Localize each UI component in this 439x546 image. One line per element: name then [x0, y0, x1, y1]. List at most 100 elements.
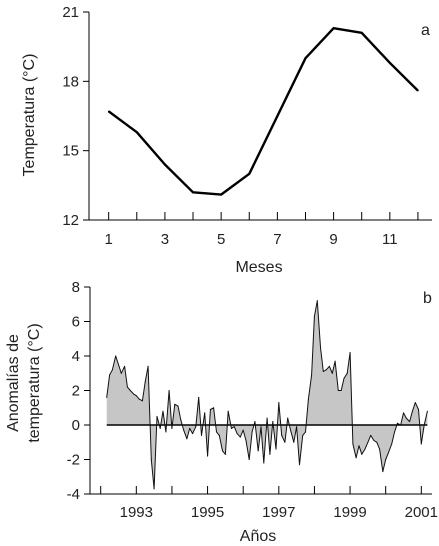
panel-b-data-point: [278, 402, 280, 404]
panel-b-data-point: [409, 421, 411, 423]
panel-b-data-point: [215, 431, 217, 433]
panel-b-data-point: [111, 369, 113, 371]
panel-b-data-point: [109, 374, 111, 376]
panel-b-data-point: [403, 412, 404, 414]
panel-b-data-point: [385, 459, 387, 460]
panel-b-data-point: [177, 405, 179, 407]
panel-b-data-point: [186, 438, 188, 440]
panel-a-data-point: [389, 62, 391, 64]
panel-b-data-point: [334, 360, 336, 362]
panel-b-y-tick-label: -2: [67, 452, 80, 469]
panel-b-data-point: [349, 352, 351, 354]
panel-a-data-point: [360, 32, 363, 34]
panel-b-y-axis-title-line-2: temperatura (°C): [26, 323, 43, 442]
panel-b-data-point: [275, 448, 277, 450]
panel-b-data-point: [106, 396, 108, 398]
panel-a-data-point: [164, 163, 166, 166]
panel-a-data-point: [417, 89, 419, 92]
panel-b-x-tick-label: 2001: [405, 504, 438, 521]
panel-b-data-point: [379, 448, 381, 450]
panel-b-y-tick-label: 8: [72, 279, 80, 296]
panel-a-label: a: [421, 22, 430, 39]
panel-b-data-point: [129, 390, 131, 391]
panel-b-data-point: [298, 464, 300, 466]
panel-b-data-point: [414, 402, 416, 404]
panel-b-data-point: [281, 434, 283, 436]
panel-b-data-point: [245, 440, 247, 442]
panel-b-data-point: [325, 369, 327, 371]
panel-a-x-tick-label: 7: [273, 231, 281, 248]
panel-b-data-point: [346, 372, 348, 374]
panel-b-data-point: [373, 440, 375, 442]
panel-b-data-point: [417, 408, 419, 410]
panel-b-data-point: [319, 346, 321, 348]
panel-b-data-point: [126, 386, 128, 388]
panel-b-data-point: [180, 419, 182, 421]
panel-b-data-point: [254, 421, 256, 423]
panel-b-data-point: [313, 315, 315, 317]
panel-b-data-point: [355, 457, 357, 459]
panel-b-data-point: [420, 443, 422, 445]
panel-b-x-axis-title: Años: [240, 528, 276, 545]
panel-a-data-point: [304, 57, 307, 60]
panel-b-data-point: [394, 431, 396, 433]
panel-b-data-point: [227, 410, 229, 412]
panel-b-x-tick-label: 1993: [120, 504, 153, 521]
panel-b-y-tick-label: 6: [72, 314, 80, 331]
panel-b-data-point: [364, 448, 366, 450]
panel-b-data-point: [189, 427, 191, 429]
panel-b-data-point: [159, 427, 161, 429]
panel-b-data-point: [269, 453, 271, 455]
panel-b-data-point: [251, 431, 253, 433]
panel-b-data-point: [132, 393, 134, 395]
panel-b-data-point: [141, 400, 143, 402]
panel-b-data-point: [305, 431, 307, 433]
panel-b-data-point: [213, 407, 215, 409]
panel-b-data-point: [423, 424, 425, 426]
panel-a-data-point: [220, 193, 222, 196]
panel-b-data-point: [174, 403, 176, 405]
panel-b-x-tick-label: 1995: [191, 504, 224, 521]
panel-b-data-point: [391, 443, 393, 445]
panel-b-data-point: [382, 471, 384, 473]
panel-b-data-point: [367, 441, 369, 443]
panel-a-y-axis-title: Temperatura (°C): [21, 54, 38, 177]
panel-b-data-point: [150, 459, 152, 460]
panel-b-data-point: [328, 365, 330, 367]
panel-b-data-point: [144, 381, 146, 383]
panel-b-data-point: [171, 427, 173, 429]
panel-b-data-point: [120, 372, 122, 374]
panel-b-data-point: [153, 488, 155, 490]
panel-b-data-point: [405, 417, 407, 419]
panel-b-data-point: [248, 459, 250, 460]
panel-b-data-point: [316, 300, 318, 302]
panel-b-data-point: [337, 390, 339, 391]
panel-a-y-tick-label: 15: [62, 143, 79, 160]
panel-b-data-point: [376, 441, 378, 443]
panel-b-data-point: [307, 398, 309, 400]
panel-b-data-point: [296, 426, 298, 428]
panel-b-data-point: [218, 434, 220, 436]
panel-b-data-point: [135, 395, 137, 397]
panel-b-data-point: [263, 462, 265, 464]
panel-a-data-point: [248, 172, 251, 175]
panel-b-data-point: [201, 434, 203, 436]
panel-b-data-point: [388, 452, 390, 454]
panel-b-data-point: [311, 374, 313, 376]
panel-b-y-tick-label: 0: [72, 417, 80, 434]
panel-b-data-point: [257, 450, 259, 452]
panel-b-data-point: [207, 455, 209, 457]
panel-b-y-tick-label: 4: [72, 348, 80, 365]
panel-b-data-point: [115, 355, 117, 357]
panel-b-data-point: [138, 398, 140, 400]
panel-a-y-tick-label: 18: [62, 73, 79, 90]
panel-b-data-point: [204, 412, 206, 414]
panel-a-data-point: [276, 115, 279, 117]
panel-b-data-point: [165, 431, 167, 433]
panel-b-data-point: [293, 441, 295, 443]
panel-a-temperature-line: [107, 27, 419, 196]
panel-b-data-point: [352, 443, 354, 445]
panel-b-data-point: [239, 436, 241, 438]
panel-a-x-tick-label: 3: [161, 231, 169, 248]
